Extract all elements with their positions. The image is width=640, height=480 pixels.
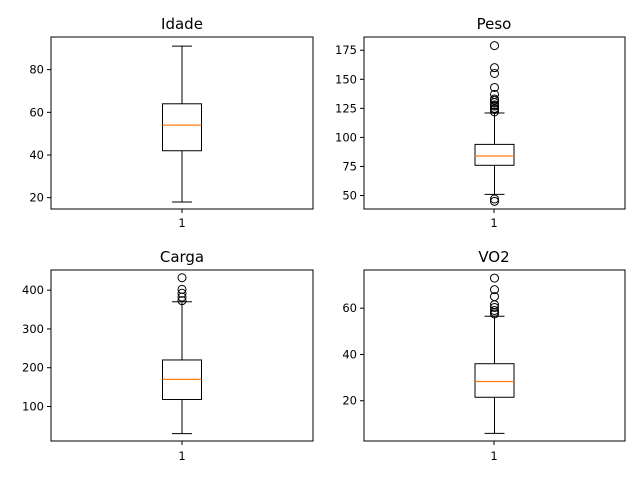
iqr-box <box>474 363 515 398</box>
x-tick-label: 1 <box>490 449 497 463</box>
y-tick-label: 60 <box>29 105 44 119</box>
outlier-point <box>490 196 499 206</box>
outlier-point <box>490 285 499 295</box>
plot-area: 100 200 300 400 <box>22 273 202 435</box>
y-tick-label: 100 <box>22 399 44 413</box>
subplot-idade: Idade 20 40 60 80 1 <box>29 15 314 230</box>
outlier-point <box>490 100 499 110</box>
outlier-point <box>490 94 499 104</box>
plot-area: 20 40 60 80 <box>29 45 202 205</box>
subplot-carga: Carga 100 200 300 400 1 <box>22 248 314 463</box>
plot-area: 20 40 60 <box>342 273 515 434</box>
outlier-point <box>490 194 499 204</box>
outlier-point <box>490 82 499 92</box>
y-tick-label: 40 <box>342 347 357 361</box>
outlier-point <box>490 305 499 315</box>
subplot-vo2: VO2 20 40 60 1 <box>342 248 626 463</box>
iqr-box <box>474 143 515 166</box>
y-tick-label: 20 <box>342 394 357 408</box>
subplot-title: Idade <box>161 15 203 33</box>
outlier-point <box>490 89 499 99</box>
y-tick-label: 100 <box>335 130 357 144</box>
iqr-box <box>162 103 202 152</box>
outlier-point <box>490 107 499 117</box>
x-tick-label: 1 <box>178 449 185 463</box>
subplot-title: Peso <box>477 15 512 33</box>
y-tick-label: 200 <box>22 361 44 375</box>
outlier-point <box>490 292 499 302</box>
outlier-point <box>177 288 187 298</box>
subplot-title: VO2 <box>478 248 509 266</box>
y-tick-label: 150 <box>335 72 357 86</box>
y-tick-label: 50 <box>342 189 357 203</box>
x-tick-label: 1 <box>490 216 497 230</box>
y-tick-label: 80 <box>29 63 44 77</box>
outlier-point <box>177 273 187 283</box>
outlier-point <box>177 296 187 306</box>
y-tick-label: 125 <box>335 101 357 115</box>
outlier-point <box>177 284 187 294</box>
outlier-point <box>490 302 499 312</box>
outlier-point <box>490 68 499 78</box>
y-tick-label: 60 <box>342 301 357 315</box>
y-tick-label: 300 <box>22 322 44 336</box>
outlier-point <box>490 273 499 283</box>
subplot-title: Carga <box>160 248 204 266</box>
y-tick-label: 400 <box>22 283 44 297</box>
outlier-point <box>490 41 499 51</box>
plot-area: 50 75 100 125 150 175 <box>335 41 515 206</box>
y-tick-label: 175 <box>335 43 357 57</box>
y-tick-label: 75 <box>342 159 357 173</box>
subplot-peso: Peso 50 75 100 125 150 175 1 <box>335 15 626 230</box>
x-tick-label: 1 <box>178 216 185 230</box>
outlier-point <box>490 63 499 73</box>
y-tick-label: 20 <box>29 191 44 205</box>
y-tick-label: 40 <box>29 148 44 162</box>
